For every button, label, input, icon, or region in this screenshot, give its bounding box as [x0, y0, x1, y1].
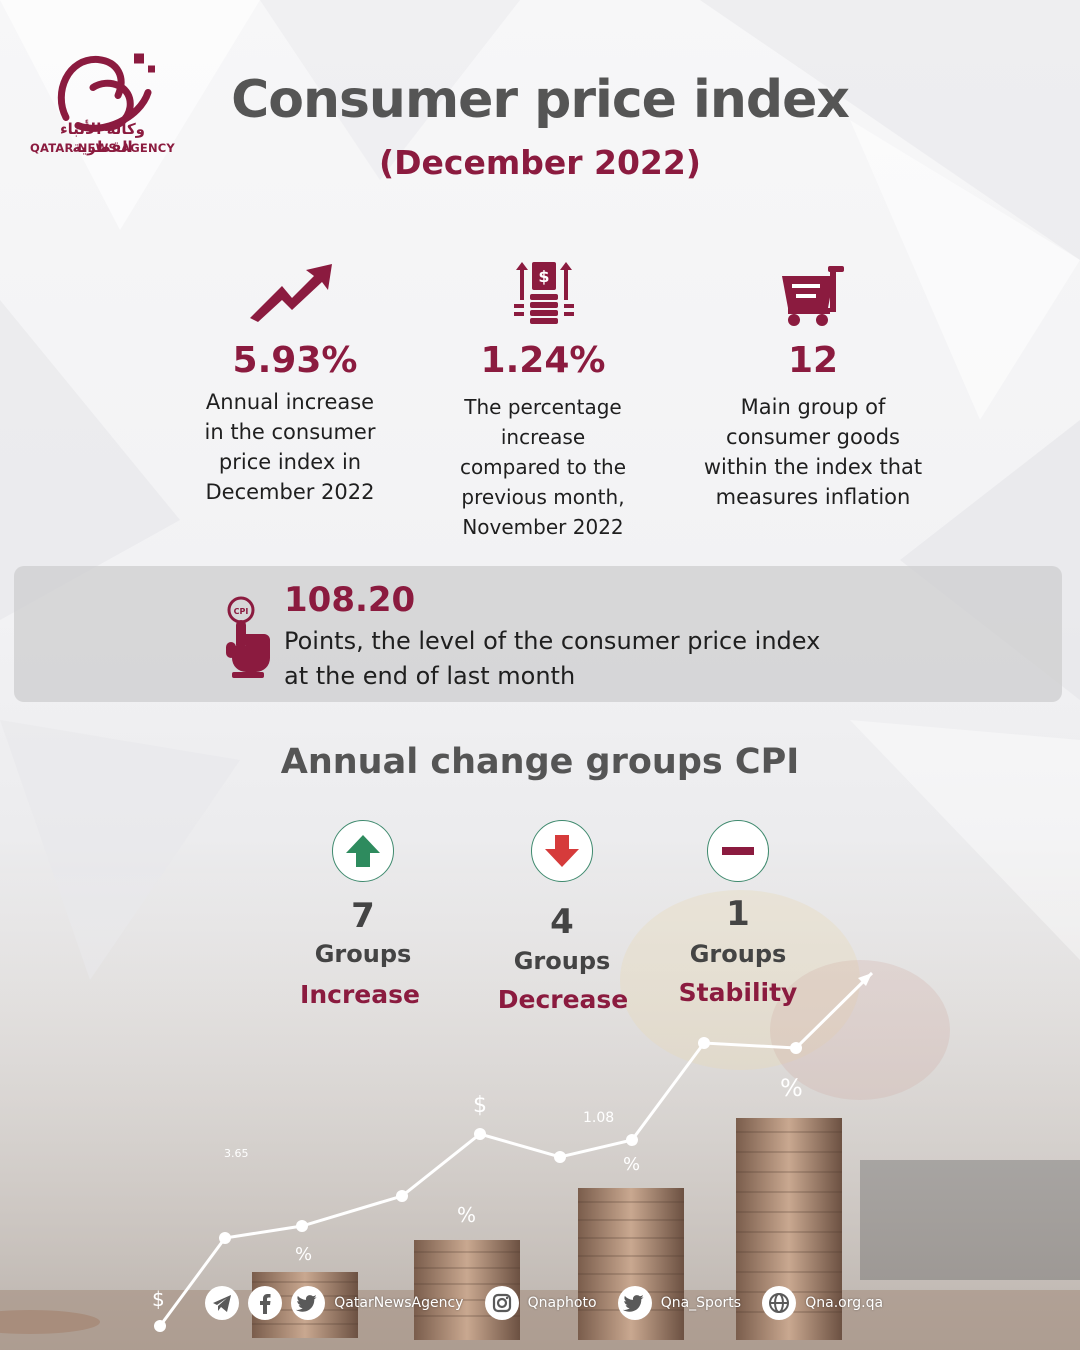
globe-icon[interactable]: [762, 1286, 797, 1320]
social-footer: QatarNewsAgency Qnaphoto Qna_Sports Qna.…: [205, 1286, 899, 1322]
page-title: Consumer price index: [231, 70, 850, 130]
svg-text:$: $: [538, 267, 549, 286]
agency-name-arabic: وكالة الأنباء القطرية: [60, 120, 145, 156]
group-word: Groups: [314, 940, 412, 968]
group-label: Increase: [300, 980, 420, 1009]
footer-text[interactable]: Qnaphoto: [527, 1295, 597, 1311]
cpi-hand-pointer-icon: CPI: [226, 596, 270, 678]
facebook-icon[interactable]: [248, 1286, 283, 1320]
cpi-panel: [14, 566, 1062, 702]
group-label: Stability: [678, 978, 798, 1007]
twitter-icon[interactable]: [291, 1286, 326, 1320]
bg-label: %: [457, 1203, 476, 1227]
shopping-cart-icon: [782, 266, 844, 326]
svg-text:CPI: CPI: [234, 607, 249, 616]
cpi-description: Points, the level of the consumer price …: [284, 627, 821, 690]
growth-line: [158, 971, 874, 1327]
stat-value: 5.93%: [232, 340, 358, 381]
instagram-icon[interactable]: [484, 1286, 519, 1320]
bg-label: 3.65: [224, 1147, 249, 1160]
group-label: Decrease: [497, 985, 629, 1014]
footer-text[interactable]: QatarNewsAgency: [334, 1295, 464, 1311]
stat-description: The percentage increase compared to the …: [459, 395, 627, 539]
twitter-icon[interactable]: [617, 1286, 652, 1320]
qna-logo: [57, 53, 155, 132]
group-word: Groups: [689, 940, 787, 968]
group-decrease-badge: [531, 820, 593, 882]
money-stack-arrows-icon: $: [514, 262, 574, 324]
page-subtitle: (December 2022): [379, 143, 701, 182]
footer-text[interactable]: Qna.org.qa: [805, 1295, 884, 1311]
stat-value: 1.24%: [480, 340, 606, 381]
group-increase-badge: [332, 820, 394, 882]
group-count: 4: [550, 902, 574, 942]
groups-title: Annual change groups CPI: [280, 742, 800, 782]
bg-label: %: [295, 1244, 312, 1265]
telegram-icon[interactable]: [205, 1286, 239, 1320]
bg-label: $: [473, 1093, 487, 1118]
stat-value: 12: [787, 340, 839, 381]
footer-text[interactable]: Qna_Sports: [660, 1295, 742, 1311]
agency-name-english: QATAR NEWS AGENCY: [30, 141, 175, 155]
group-word: Groups: [513, 947, 611, 975]
group-count: 1: [726, 894, 750, 934]
trend-up-arrow-icon: [250, 264, 332, 322]
bg-label: %: [780, 1074, 803, 1102]
cpi-value: 108.20: [284, 580, 416, 620]
bg-label: 1.08: [583, 1110, 614, 1126]
group-stability-badge: [707, 820, 769, 882]
minus-icon: [722, 847, 754, 855]
arrow-down-icon: [545, 835, 579, 867]
stat-description: Main group of consumer goods within the …: [703, 395, 923, 509]
bg-label: $: [152, 1287, 165, 1311]
arrow-up-icon: [346, 835, 380, 867]
stat-description: Annual increase in the consumer price in…: [204, 390, 376, 504]
group-count: 7: [351, 896, 375, 936]
bg-label: %: [623, 1154, 640, 1175]
